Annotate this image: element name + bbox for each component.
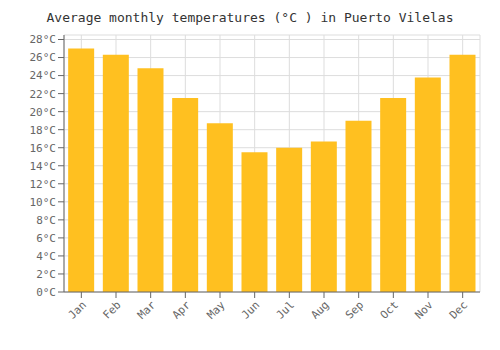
- svg-text:4°C: 4°C: [36, 250, 56, 263]
- html-text:Average monthly temperatures (: Average monthly temperatures (°C ) in Pu…: [46, 10, 454, 25]
- svg-text:Jun: Jun: [239, 298, 262, 321]
- svg-text:Sep: Sep: [343, 298, 366, 321]
- svg-text:24°C: 24°C: [30, 69, 57, 82]
- svg-text:22°C: 22°C: [30, 88, 57, 101]
- svg-text:Dec: Dec: [447, 298, 470, 321]
- svg-text:2°C: 2°C: [36, 268, 56, 281]
- svg-text:0°C: 0°C: [36, 286, 56, 299]
- svg-text:May: May: [204, 298, 228, 322]
- svg-text:10°C: 10°C: [30, 196, 57, 209]
- svg-text:20°C: 20°C: [30, 106, 57, 119]
- svg-text:Mar: Mar: [135, 298, 159, 322]
- svg-text:8°C: 8°C: [36, 214, 56, 227]
- svg-text:Aug: Aug: [308, 298, 331, 321]
- svg-text:12°C: 12°C: [30, 178, 57, 191]
- svg-text:14°C: 14°C: [30, 160, 57, 173]
- svg-text:16°C: 16°C: [30, 142, 57, 155]
- svg-text:Oct: Oct: [378, 298, 401, 321]
- svg-text:Jan: Jan: [66, 298, 89, 321]
- svg-text:Feb: Feb: [100, 298, 123, 321]
- svg-text:Jul: Jul: [274, 298, 297, 321]
- svg-text:18°C: 18°C: [30, 124, 57, 137]
- svg-text:28°C: 28°C: [30, 33, 57, 46]
- svg-text:26°C: 26°C: [30, 51, 57, 64]
- svg-text:Apr: Apr: [170, 298, 194, 322]
- svg-text:6°C: 6°C: [36, 232, 56, 245]
- svg-text:Nov: Nov: [412, 298, 436, 322]
